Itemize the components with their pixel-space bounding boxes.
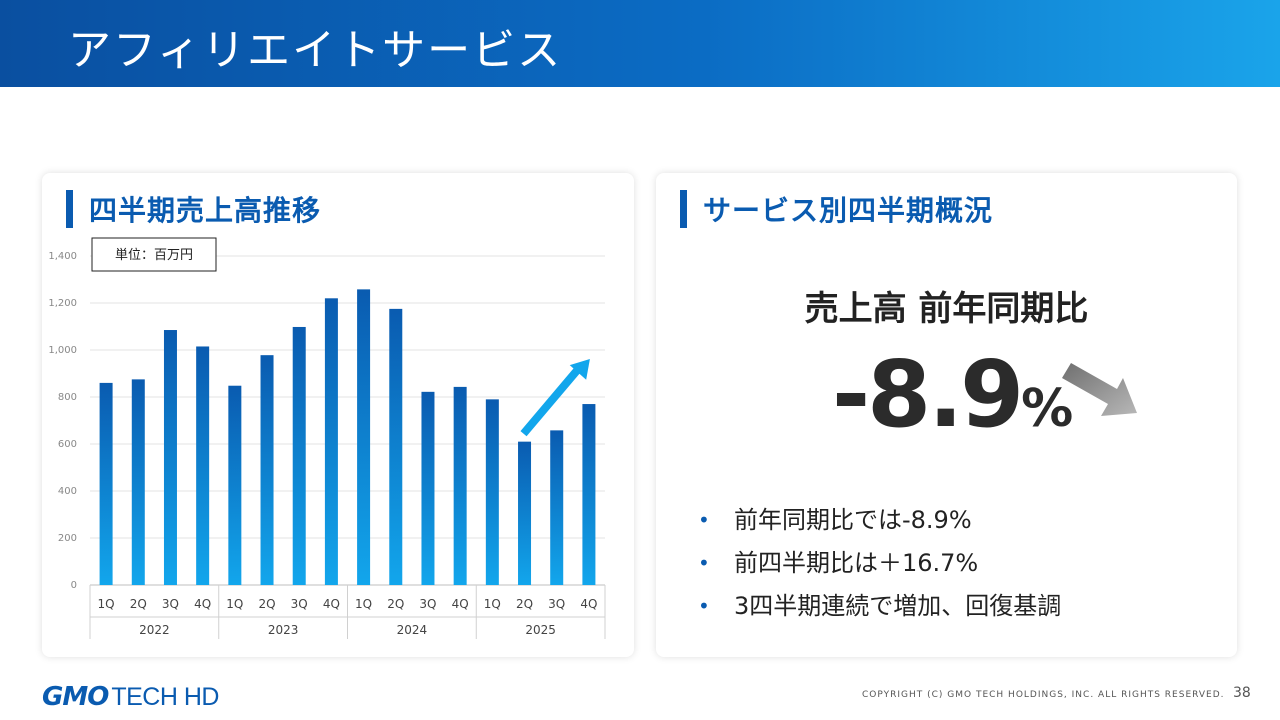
company-logo: GMO TECH HD: [42, 682, 219, 712]
growth-arrow-up-icon: [569, 359, 590, 380]
x-tick-label: 3Q: [548, 597, 565, 611]
x-tick-label: 4Q: [580, 597, 597, 611]
bar: [582, 404, 596, 585]
logo-tech-hd: TECH HD: [111, 683, 219, 711]
overview-heading: サービス別四半期概況: [680, 189, 993, 229]
page-number: 38: [1233, 685, 1251, 701]
chart-heading: 四半期売上高推移: [66, 189, 321, 229]
y-tick-label: 400: [58, 486, 77, 497]
bar: [163, 330, 177, 585]
y-tick-label: 800: [58, 392, 77, 403]
bar: [485, 399, 499, 585]
kpi-number: -8.9: [832, 341, 1024, 448]
bar: [292, 326, 306, 585]
bar: [228, 385, 242, 585]
x-tick-label: 3Q: [291, 597, 308, 611]
overview-heading-text: サービス別四半期概況: [703, 194, 994, 227]
y-tick-label: 1,200: [48, 298, 77, 309]
bar: [357, 289, 371, 585]
bar: [260, 355, 274, 585]
unit-label: 単位：百万円: [115, 247, 193, 263]
unit-box: [91, 237, 217, 272]
quarterly-sales-chart: 0 200 400 600 800 1,000 1,200 1,400 1Q 2Q 3Q 4Q 1Q 2Q…: [48, 237, 606, 639]
logo-gmo: GMO: [42, 682, 109, 712]
quarterly-sales-panel: 0 200 400 600 800 1,000 1,200 1,400 1Q 2Q 3Q 4Q 1Q 2Q…: [42, 173, 634, 657]
heading-accent-bar: [66, 190, 73, 228]
trend-down-arrow-icon: [1062, 363, 1137, 416]
bar: [131, 379, 145, 585]
bullet-item: • 前年同期比では-8.9%: [698, 499, 1061, 542]
year-label: 2022: [139, 623, 170, 637]
bar: [389, 308, 403, 585]
copyright-notice: COPYRIGHT (C) GMO TECH HOLDINGS, INC. AL…: [862, 690, 1225, 700]
growth-arrow-shaft: [520, 364, 583, 437]
bar: [550, 430, 564, 585]
x-tick-label: 1Q: [484, 597, 501, 611]
year-label: 2023: [268, 623, 299, 637]
bar: [453, 386, 467, 585]
x-tick-label: 2Q: [258, 597, 275, 611]
x-tick-label: 4Q: [194, 597, 211, 611]
x-tick-label: 3Q: [419, 597, 436, 611]
y-tick-label: 600: [58, 439, 77, 450]
chart-heading-text: 四半期売上高推移: [89, 194, 322, 227]
year-label: 2025: [525, 623, 556, 637]
service-overview-panel: サービス別四半期概況 売上高 前年同期比 -8.9% • 前年同期比では-8.9%…: [656, 173, 1237, 657]
heading-accent-bar: [680, 190, 687, 228]
y-tick-label: 1,400: [48, 251, 77, 262]
bullet-item: • 3四半期連続で増加、回復基調: [698, 585, 1061, 628]
bar: [421, 391, 435, 585]
x-tick-label: 2Q: [387, 597, 404, 611]
y-tick-label: 1,000: [48, 345, 77, 356]
x-tick-label: 4Q: [323, 597, 340, 611]
bullet-dot-icon: •: [698, 508, 710, 532]
kpi-value: -8.9%: [832, 349, 1073, 441]
page-title: アフィリエイトサービス: [68, 26, 563, 76]
summary-bullets: • 前年同期比では-8.9% • 前四半期比は＋16.7% • 3四半期連続で増加、回…: [698, 499, 1061, 628]
x-tick-label: 1Q: [226, 597, 243, 611]
bullet-dot-icon: •: [698, 594, 710, 618]
x-tick-label: 1Q: [98, 597, 115, 611]
x-tick-label: 2Q: [516, 597, 533, 611]
x-tick-label: 1Q: [355, 597, 372, 611]
y-tick-label: 200: [58, 533, 77, 544]
bullet-dot-icon: •: [698, 551, 710, 575]
y-tick-label: 0: [71, 580, 77, 591]
bullet-item: • 前四半期比は＋16.7%: [698, 542, 1061, 585]
bar: [324, 298, 338, 585]
header-bar: アフィリエイトサービス: [0, 0, 1280, 87]
x-tick-label: 2Q: [130, 597, 147, 611]
kpi-label: 売上高 前年同期比: [804, 289, 1089, 329]
x-tick-label: 4Q: [452, 597, 469, 611]
bar: [518, 441, 532, 585]
kpi-unit: %: [1021, 379, 1074, 439]
x-tick-label: 3Q: [162, 597, 179, 611]
bar: [196, 346, 210, 585]
bar: [99, 382, 113, 585]
year-label: 2024: [397, 623, 428, 637]
